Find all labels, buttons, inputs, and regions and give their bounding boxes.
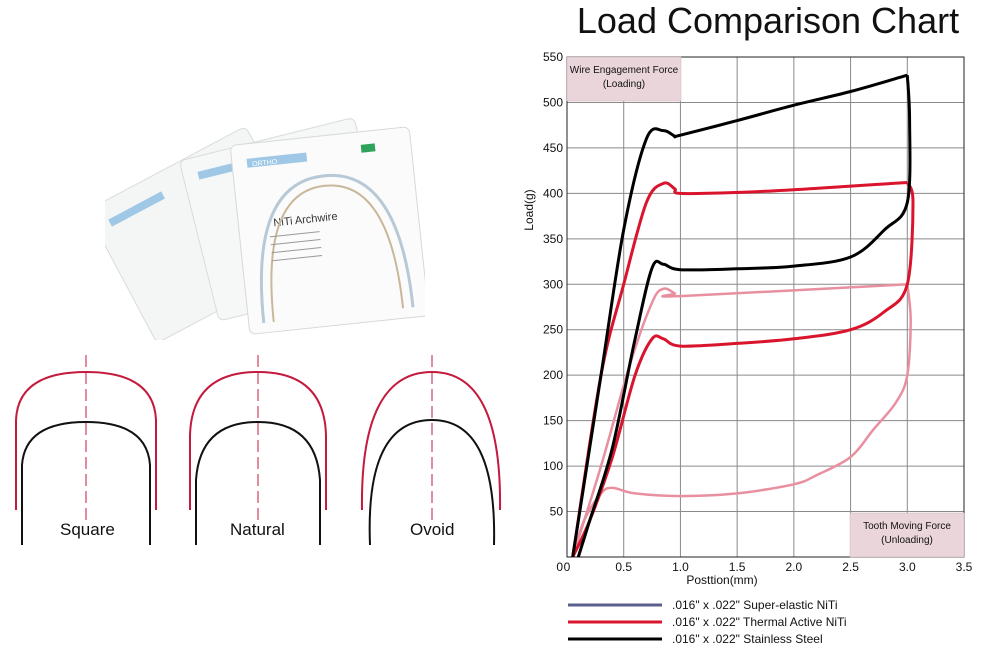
chart-annotations: Wire Engagement Force (Loading) Tooth Movi… (566, 56, 965, 558)
packet-front: ORTHO NiTi Archwire (230, 126, 425, 335)
archwire-packets-image: ORTHO NiTi Archwire (105, 118, 425, 340)
annotation-box (849, 512, 965, 558)
y-tick-label: 200 (543, 368, 563, 382)
y-tick-label: 250 (543, 323, 563, 337)
y-axis-title: Load(g) (522, 189, 536, 230)
x-tick-label: 0.5 (615, 560, 632, 574)
legend-label: .016" x .022" Stainless Steel (672, 632, 823, 646)
plot-border (566, 56, 965, 558)
arch-square (15, 355, 157, 545)
arch-ovoid (360, 355, 502, 546)
annotation-text: Wire Engagement Force (570, 65, 679, 76)
y-tick-label: 150 (543, 414, 563, 428)
annotation-text: (Unloading) (881, 535, 933, 546)
arch-square-lower (21, 420, 151, 545)
y-tick-label: 550 (543, 50, 563, 64)
y-tick-label: 0 (556, 560, 563, 574)
y-tick-label: 300 (543, 277, 563, 291)
arch-ovoid-lower (368, 418, 496, 546)
chart-title: Load Comparison Chart (576, 0, 960, 41)
x-tick-label: 2.5 (842, 560, 859, 574)
annotation-text: (Loading) (603, 79, 645, 90)
chart-legend: .016" x .022" Super-elastic NiTi .016" x … (568, 598, 847, 646)
series-unloading-curve (576, 75, 912, 558)
chart-ticks: 0 0.5 1.0 1.5 2.0 2.5 3.0 3.5 50 100 150 200 250 300 3… (543, 50, 973, 574)
arch-forms: Square Natural Ovoid (0, 350, 520, 560)
y-tick-label: 400 (543, 186, 563, 200)
x-tick-label: 1.0 (672, 560, 689, 574)
x-axis-title: Posttion(mm) (686, 573, 757, 587)
y-tick-label: 350 (543, 232, 563, 246)
chart-series (571, 73, 915, 558)
y-tick-label: 100 (543, 459, 563, 473)
x-tick-label: 1.5 (729, 560, 746, 574)
x-tick-label: 0 (564, 560, 571, 574)
series-loading-curve (571, 73, 908, 558)
x-tick-label: 2.0 (786, 560, 803, 574)
x-tick-label: 3.0 (899, 560, 916, 574)
chart-grid (566, 56, 965, 558)
annotation-box (566, 56, 682, 102)
arch-natural (189, 355, 327, 545)
packet-brand-text: ORTHO (252, 159, 278, 169)
y-tick-label: 450 (543, 141, 563, 155)
x-tick-label: 3.5 (956, 560, 973, 574)
series-unloading-curve (571, 284, 912, 558)
legend-label: .016" x .022" Thermal Active NiTi (672, 615, 847, 629)
arch-natural-lower (195, 420, 321, 545)
series-unloading-curve (571, 181, 915, 558)
y-tick-label: 500 (543, 95, 563, 109)
arch-label-natural: Natural (230, 520, 285, 539)
arch-label-square: Square (60, 520, 115, 539)
series-loading-curve (571, 283, 908, 558)
y-tick-label: 50 (550, 505, 564, 519)
arch-label-ovoid: Ovoid (410, 520, 455, 539)
arch-forms-drawing (15, 355, 502, 546)
annotation-text: Tooth Moving Force (863, 521, 951, 532)
legend-label: .016" x .022" Super-elastic NiTi (672, 598, 837, 612)
